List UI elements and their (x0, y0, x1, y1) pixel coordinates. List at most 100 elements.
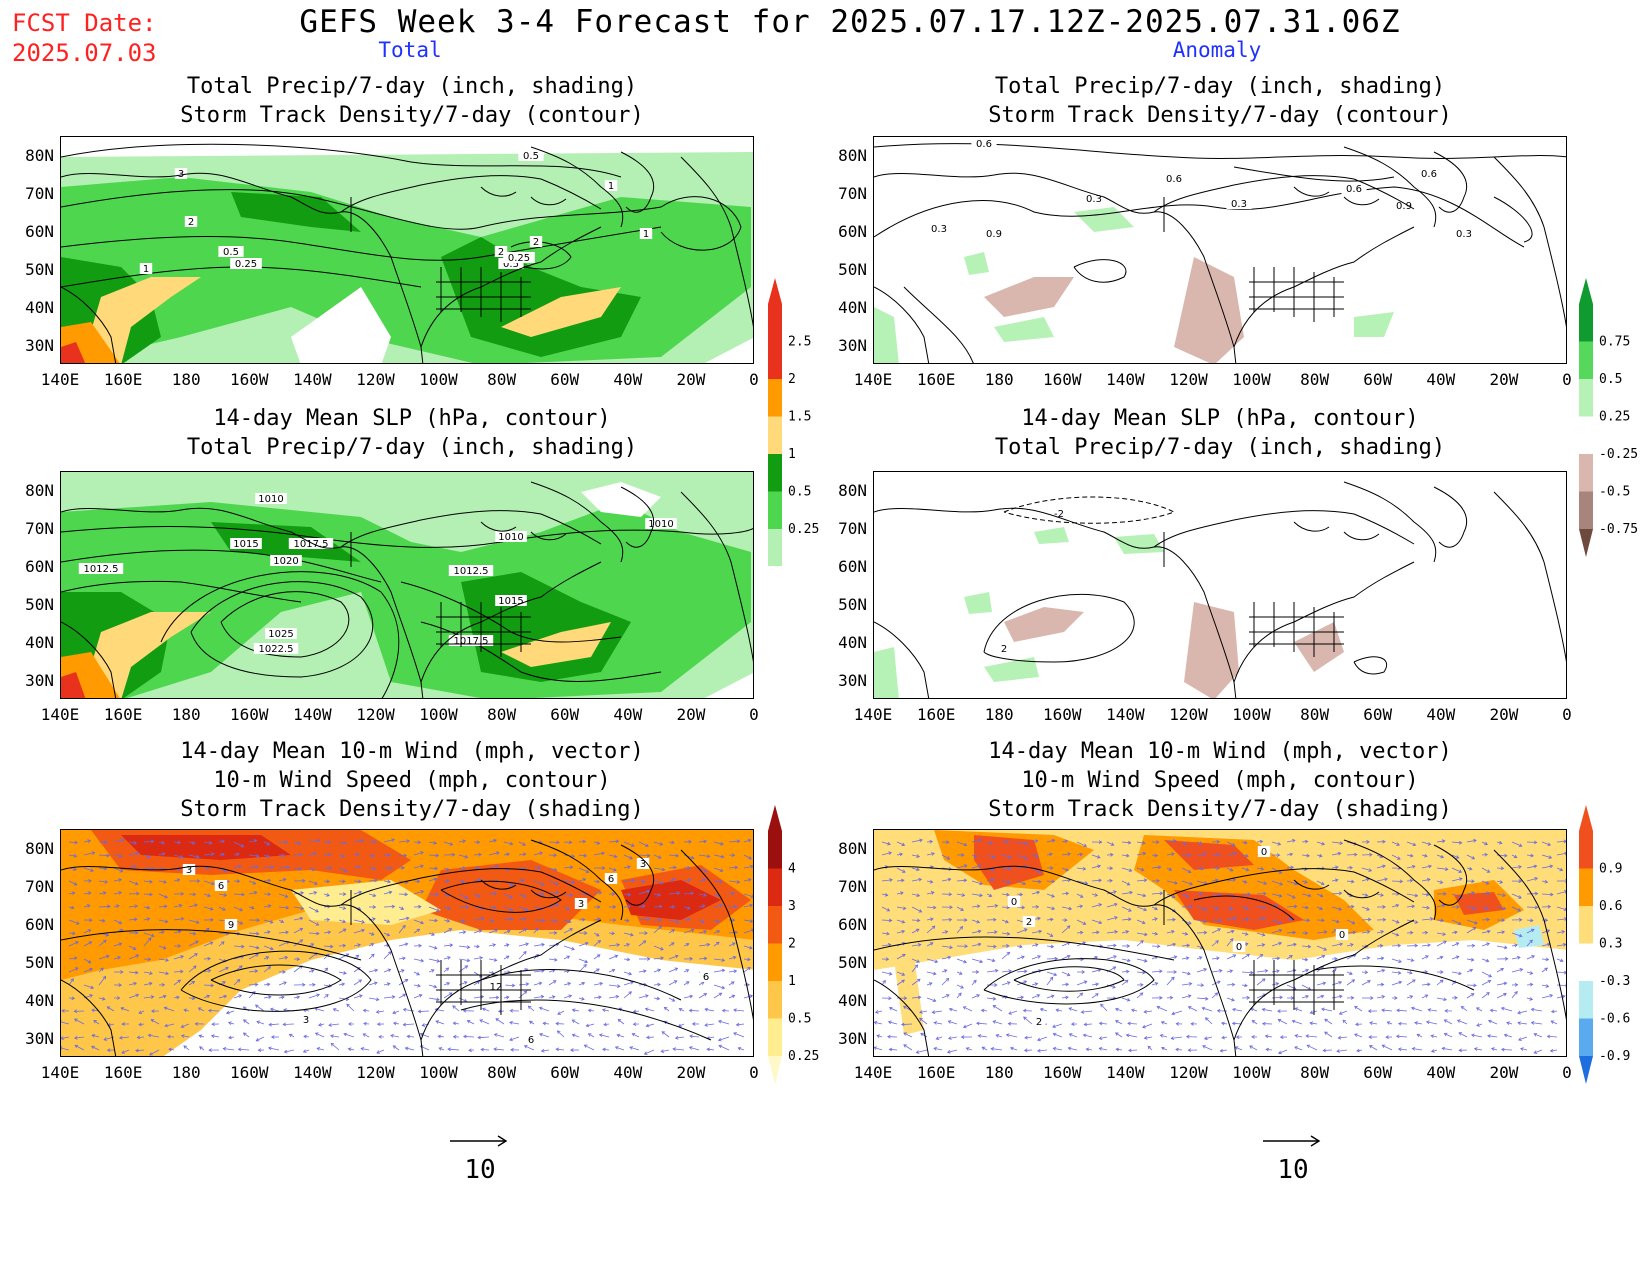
x-axis-tick-label: 120W (356, 1063, 395, 1082)
colorbar-label: -0.9 (1599, 1049, 1630, 1064)
contour-label: 2 (1001, 644, 1007, 655)
reference-vector-anomaly: 10 (1253, 1125, 1333, 1185)
colorbar-swatch (1579, 868, 1593, 906)
precip-heavy-region (231, 192, 361, 232)
colorbar-label: -0.3 (1599, 974, 1630, 989)
colorbar-label: 0.5 (788, 485, 811, 500)
contour-label: 1015 (498, 596, 523, 607)
contour-label: 0.3 (1086, 194, 1102, 205)
x-axis-tick-label: 40W (1426, 705, 1456, 724)
contour-label: 1025 (268, 629, 293, 640)
x-axis-tick-label: 60W (1363, 370, 1393, 389)
contour-label: 1010 (498, 532, 523, 543)
map-precip-total: 3 0.5 1 2 0.5 0.25 1 2 2 1 0.5 0.25 (60, 136, 754, 364)
storm-track-anom-high-region (974, 835, 1044, 890)
precip-surplus-region (994, 317, 1054, 342)
colorbar-label: -0.6 (1599, 1012, 1630, 1027)
x-axis-tick-label: 140W (293, 705, 332, 724)
contour-label: 3 (578, 899, 584, 910)
x-axis-tick-label: 180 (984, 370, 1014, 389)
storm-track-anom-high-region (1454, 892, 1504, 915)
precip-surplus-region (1034, 527, 1069, 544)
contour-group (61, 880, 712, 1041)
panel-title-line: Storm Track Density/7-day (shading) (180, 797, 644, 822)
storm-track-trace-region (291, 880, 441, 925)
contour-label: 0.5 (223, 247, 239, 258)
contour-label: 0.9 (1396, 201, 1412, 212)
forecast-date-label: FCST Date: (12, 9, 157, 37)
x-axis-tick-label: 140W (293, 370, 332, 389)
colorbar-swatch (768, 304, 782, 342)
x-axis-tick-label: 180 (171, 705, 201, 724)
contour-label: 0.3 (931, 224, 947, 235)
x-axis-tick-label: 40W (1426, 370, 1456, 389)
contour-label: 1 (608, 181, 614, 192)
x-axis-tick-label: 80W (487, 1063, 517, 1082)
x-axis-tick-label: 160W (1043, 370, 1082, 389)
panel-title-line: 14-day Mean SLP (hPa, contour) (213, 406, 611, 431)
panel-title-bottom-right: 14-day Mean 10-m Wind (mph, vector) 10-m… (870, 737, 1570, 824)
panel-title-line: 10-m Wind Speed (mph, contour) (213, 768, 611, 793)
y-axis-tick-label: 80N (838, 481, 867, 500)
contour-label: 0.5 (503, 259, 519, 270)
panel-title-bottom-left: 14-day Mean 10-m Wind (mph, vector) 10-m… (62, 737, 762, 824)
y-axis-tick-label: 30N (25, 336, 54, 355)
colorbar-swatch (1579, 341, 1593, 379)
y-axis-tick-label: 40N (25, 991, 54, 1010)
colorbar-swatch (1579, 491, 1593, 529)
wind-vector-field (61, 838, 753, 1056)
y-axis-tick-label: 80N (838, 146, 867, 165)
coastline-group (61, 481, 753, 698)
x-axis-tick-label: 20W (676, 705, 706, 724)
x-axis-tick-label: 180 (984, 1063, 1014, 1082)
colorbar-label: -0.5 (1599, 485, 1630, 500)
storm-track-anom-low-region (894, 955, 924, 1035)
colorbar-bottom-triangle (1579, 529, 1593, 557)
x-axis-tick-label: 120W (356, 370, 395, 389)
colorbar-label: 1 (788, 447, 796, 462)
storm-track-anom-high-region (1174, 890, 1304, 930)
contour-label: 2 (498, 247, 504, 258)
map-precip-anomaly: 0.6 0.6 0.3 0.3 0.3 0.9 0.6 0.9 0.6 0.3 (873, 136, 1567, 364)
contour-label: 1017.5 (294, 539, 329, 550)
y-axis-tick-label: 70N (838, 877, 867, 896)
precip-surplus-region (874, 307, 899, 363)
y-axis-tick-label: 30N (838, 336, 867, 355)
y-axis-tick-label: 80N (25, 481, 54, 500)
panel-title-top-right: Total Precip/7-day (inch, shading) Storm… (870, 72, 1570, 130)
x-axis-tick-label: 20W (1489, 1063, 1519, 1082)
colorbar-label: 0.5 (1599, 372, 1622, 387)
x-axis-tick-label: 120W (356, 705, 395, 724)
x-axis-tick-label: 160W (230, 1063, 269, 1082)
colorbar-label: 1.5 (788, 410, 811, 425)
panel-title-line: Total Precip/7-day (inch, shading) (994, 74, 1446, 99)
x-axis-tick-label: 160E (103, 705, 143, 724)
contour-label: 6 (703, 972, 709, 983)
y-axis-tick-label: 80N (25, 146, 54, 165)
panel-title-line: 14-day Mean SLP (hPa, contour) (1021, 406, 1419, 431)
x-axis-tick-label: 20W (676, 1063, 706, 1082)
contour-label: 1012.5 (454, 566, 489, 577)
colorbar-storm-anomaly: 0.9 0.6 0.3 -0.3 -0.6 -0.9 (1577, 803, 1650, 1097)
panel-title-middle-right: 14-day Mean SLP (hPa, contour) Total Pre… (870, 404, 1570, 462)
precip-surplus-region (984, 657, 1039, 682)
x-axis-tick-label: 140E (40, 705, 80, 724)
colorbar-label: 1 (788, 974, 796, 989)
contour-label: 0.6 (1421, 169, 1437, 180)
y-axis-tick-label: 40N (838, 298, 867, 317)
x-axis-tick-label: 160E (103, 1063, 143, 1082)
x-axis-tick-label: 120W (1169, 370, 1208, 389)
panel-title-line: Storm Track Density/7-day (shading) (988, 797, 1452, 822)
precip-surplus-region (1354, 312, 1394, 337)
contour-label: 0 (1339, 930, 1345, 941)
precip-surplus-region (964, 592, 992, 614)
y-axis-tick-label: 80N (25, 839, 54, 858)
y-axis-tick-label: 50N (838, 595, 867, 614)
x-axis-tick-label: 0 (1562, 370, 1572, 389)
column-header-total: Total (378, 38, 442, 62)
x-axis-tick-label: 60W (550, 1063, 580, 1082)
colorbar-label: 2.5 (788, 335, 811, 350)
x-axis-tick-label: 140E (853, 370, 893, 389)
colorbar-label: 3 (788, 899, 796, 914)
